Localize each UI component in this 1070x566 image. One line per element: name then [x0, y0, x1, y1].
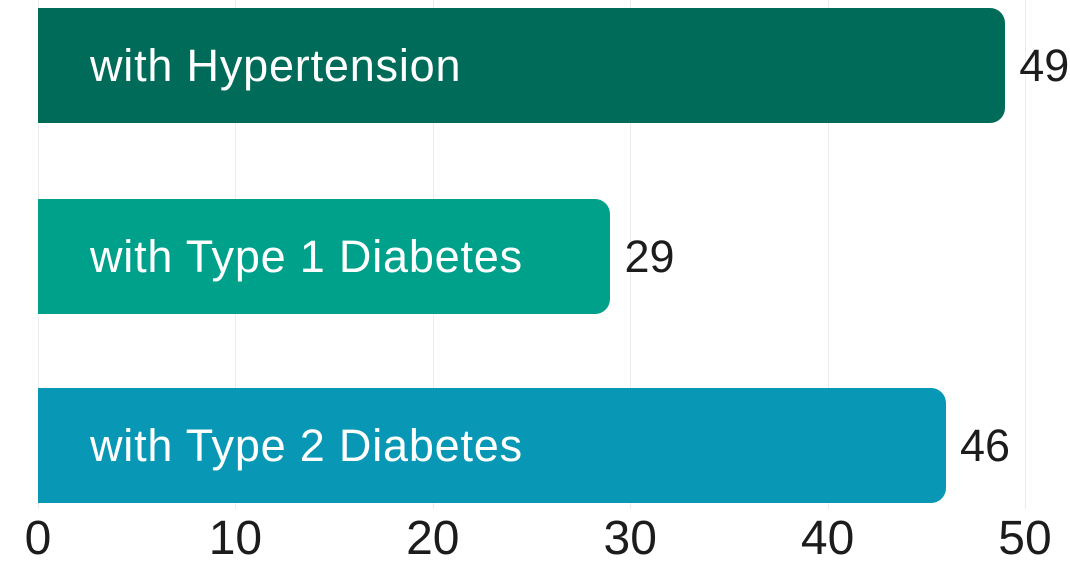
bar-with-type-2-diabetes: with Type 2 Diabetes	[38, 388, 947, 503]
bar-label-with-type-1-diabetes: with Type 1 Diabetes	[90, 230, 523, 282]
gridline-50	[1025, 0, 1026, 509]
bar-label-with-hypertension: with Hypertension	[90, 39, 462, 91]
x-tick-50: 50	[998, 512, 1052, 565]
value-label-with-type-1-diabetes: 29	[624, 230, 675, 282]
bar-with-type-1-diabetes: with Type 1 Diabetes	[38, 199, 611, 314]
bar-label-with-type-2-diabetes: with Type 2 Diabetes	[90, 419, 523, 471]
bar-with-hypertension: with Hypertension	[38, 8, 1006, 123]
x-tick-20: 20	[406, 512, 460, 565]
x-axis: 0 10 20 30 40 50	[0, 512, 1070, 566]
gridline-40	[827, 0, 829, 509]
x-tick-30: 30	[603, 512, 657, 565]
x-tick-40: 40	[800, 512, 855, 565]
plot-area: with Hypertension 49 with Type 1 Diabete…	[38, 0, 1070, 509]
x-tick-10: 10	[208, 512, 263, 565]
x-tick-0: 0	[24, 512, 52, 565]
value-label-with-hypertension: 49	[1019, 39, 1070, 91]
value-label-with-type-2-diabetes: 46	[960, 419, 1011, 471]
gridline-30	[630, 0, 632, 509]
